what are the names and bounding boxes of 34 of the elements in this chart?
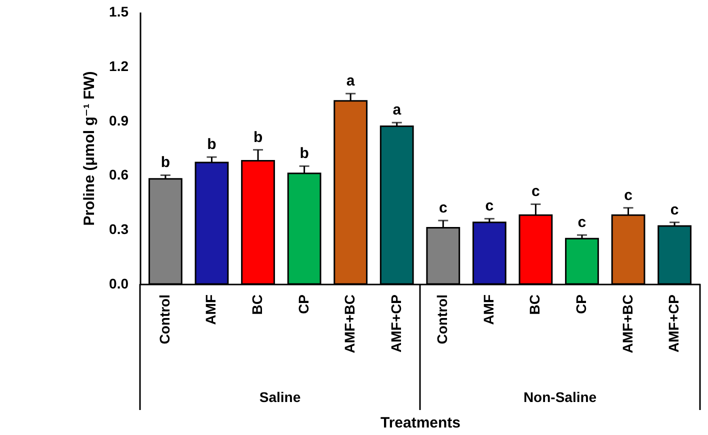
y-tick-label: 0.9	[109, 112, 129, 128]
data-label: b	[207, 136, 216, 154]
y-tick-label: 1.5	[109, 4, 129, 20]
x-tick-label: AMF+CP	[666, 294, 682, 352]
x-tick-label: AMF+CP	[388, 294, 404, 352]
data-label: c	[578, 214, 586, 232]
y-tick-label: 1.2	[109, 58, 129, 74]
y-tick-label: 0.3	[109, 221, 129, 238]
data-label: a	[346, 72, 356, 90]
text: Non-Saline	[523, 389, 597, 405]
data-label: b	[253, 128, 263, 146]
x-tick-label: AMF+BC	[342, 294, 358, 354]
x-tick-label: AMF+BC	[619, 294, 636, 354]
y-tick-label: 0.6	[109, 166, 129, 183]
x-tick-label: Control	[434, 294, 450, 344]
data-label: c	[624, 186, 632, 204]
x-tick-label: BC	[249, 294, 266, 315]
data-label: c	[670, 201, 679, 218]
x-tick-label: AMF	[480, 294, 496, 325]
data-label: c	[532, 183, 540, 200]
x-tick-label: AMF	[202, 294, 219, 325]
text: Saline	[259, 389, 301, 405]
y-axis-title: Proline (μmol g⁻¹ FW)	[81, 71, 98, 226]
data-label: c	[485, 198, 494, 215]
data-label: b	[300, 145, 309, 162]
data-label: a	[392, 102, 402, 119]
x-tick-label: Control	[156, 294, 172, 344]
x-tick-label: CP	[572, 294, 589, 314]
x-tick-label: CP	[295, 294, 312, 314]
data-label: b	[160, 154, 170, 172]
y-tick-label: 0.0	[109, 276, 129, 292]
x-axis-title: Treatments	[380, 414, 461, 432]
data-label: c	[438, 200, 448, 217]
x-tick-label: BC	[526, 294, 543, 315]
